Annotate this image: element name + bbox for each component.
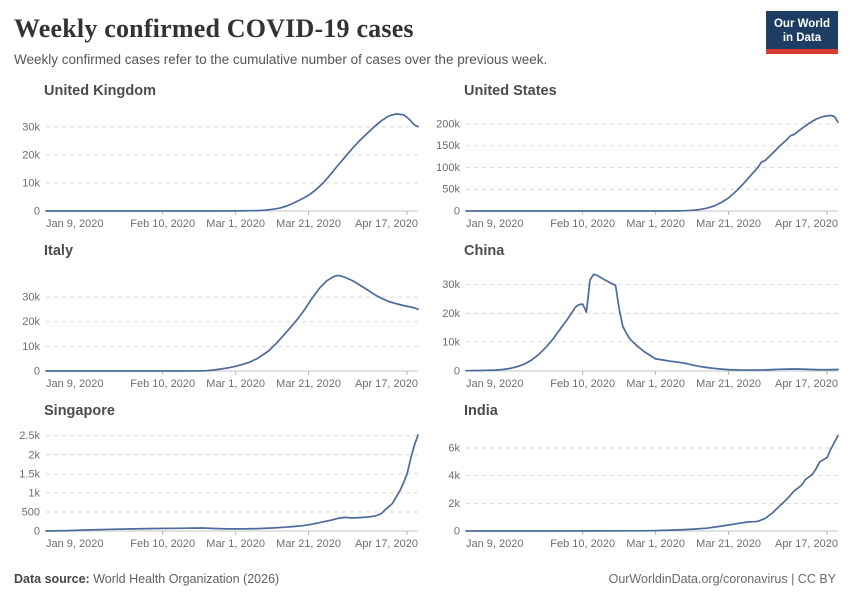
chart-panel-singapore: Singapore 0 500 1k 1.5k 2k 2.5k Jan 9, 2020 Feb… <box>14 400 420 560</box>
y-tick-label: 150k <box>436 140 460 152</box>
y-tick-label: 200k <box>436 118 460 130</box>
chart-canvas: 0 500 1k 1.5k 2k 2.5k Jan 9, 2020 Feb 10, 2020 M… <box>19 430 419 550</box>
data-line[interactable] <box>465 114 839 212</box>
x-tick-label: Jan 9, 2020 <box>46 218 104 230</box>
y-tick-label: 0 <box>454 206 460 218</box>
chart-panel-united-kingdom: United Kingdom 0 10k 20k 30k Jan 9, 2020 Feb … <box>14 80 420 240</box>
x-tick-label: Apr 17, 2020 <box>355 538 418 550</box>
y-tick-label: 0 <box>454 526 460 538</box>
x-tick-label: Jan 9, 2020 <box>46 378 104 390</box>
chart-panel-china: China 0 10k 20k 30k Jan 9, 2020 Feb 10, 2020 M… <box>434 240 840 400</box>
y-tick-label: 20k <box>22 316 40 328</box>
data-source-note: Data source: World Health Organization (… <box>14 571 279 587</box>
y-tick-label: 10k <box>22 177 40 189</box>
y-tick-label: 20k <box>442 308 460 320</box>
header: Weekly confirmed COVID-19 cases Weekly c… <box>0 0 850 68</box>
y-tick-label: 50k <box>442 184 460 196</box>
x-tick-label: Mar 1, 2020 <box>206 378 265 390</box>
x-tick-label: Feb 10, 2020 <box>550 538 615 550</box>
x-tick-label: Feb 10, 2020 <box>550 378 615 390</box>
y-tick-label: 10k <box>22 341 40 353</box>
y-tick-label: 30k <box>22 121 40 133</box>
x-tick-label: Apr 17, 2020 <box>775 378 838 390</box>
y-tick-label: 2k <box>448 498 460 510</box>
x-tick-label: Feb 10, 2020 <box>130 538 195 550</box>
x-tick-label: Mar 21, 2020 <box>696 378 761 390</box>
data-line[interactable] <box>45 434 419 532</box>
x-tick-label: Apr 17, 2020 <box>775 538 838 550</box>
y-tick-label: 30k <box>22 292 40 304</box>
x-tick-label: Jan 9, 2020 <box>466 538 524 550</box>
chart-title: United States <box>464 83 557 99</box>
page-subtitle: Weekly confirmed cases refer to the cumu… <box>14 52 548 67</box>
x-tick-label: Feb 10, 2020 <box>130 378 195 390</box>
footer: Data source: World Health Organization (… <box>14 571 836 587</box>
y-tick-label: 10k <box>442 337 460 349</box>
chart-panel-india: India 0 2k 4k 6k Jan 9, 2020 Feb 10, 2020 Mar … <box>434 400 840 560</box>
y-tick-label: 2k <box>28 449 40 461</box>
y-tick-label: 100k <box>436 162 460 174</box>
x-tick-label: Jan 9, 2020 <box>466 218 524 230</box>
owid-logo[interactable]: Our World in Data <box>765 11 838 54</box>
x-tick-label: Apr 17, 2020 <box>355 218 418 230</box>
charts-grid: United Kingdom 0 10k 20k 30k Jan 9, 2020 Feb … <box>14 80 839 560</box>
x-tick-label: Feb 10, 2020 <box>550 218 615 230</box>
owid-logo-line1: Our World <box>773 18 830 30</box>
owid-logo-line2: in Data <box>782 32 822 44</box>
y-tick-label: 0 <box>34 526 40 538</box>
x-tick-label: Apr 17, 2020 <box>355 378 418 390</box>
chart-canvas: 0 50k 100k 150k 200k Jan 9, 2020 Feb 10, 2020 M… <box>436 114 839 230</box>
y-tick-label: 30k <box>442 279 460 291</box>
x-tick-label: Mar 21, 2020 <box>276 538 341 550</box>
x-tick-label: Mar 21, 2020 <box>696 218 761 230</box>
x-tick-label: Mar 1, 2020 <box>206 538 265 550</box>
footer-link[interactable]: OurWorldinData.org/coronavirus | CC BY <box>608 572 836 586</box>
chart-panel-united-states: United States 0 50k 100k 150k 200k Jan 9, 202… <box>434 80 840 240</box>
data-line[interactable] <box>465 273 839 372</box>
x-tick-label: Mar 1, 2020 <box>626 218 685 230</box>
y-tick-label: 0 <box>34 366 40 378</box>
y-tick-label: 4k <box>448 470 460 482</box>
x-tick-label: Feb 10, 2020 <box>130 218 195 230</box>
y-tick-label: 500 <box>22 506 40 518</box>
chart-canvas: 0 10k 20k 30k Jan 9, 2020 Feb 10, 2020 Mar 1, … <box>442 273 839 390</box>
data-line[interactable] <box>45 113 419 212</box>
chart-canvas: 0 10k 20k 30k Jan 9, 2020 Feb 10, 2020 Mar 1, … <box>22 113 419 230</box>
y-tick-label: 1k <box>28 487 40 499</box>
chart-canvas: 0 10k 20k 30k Jan 9, 2020 Feb 10, 2020 Mar 1, … <box>22 274 419 390</box>
y-tick-label: 6k <box>448 442 460 454</box>
chart-title: India <box>464 403 498 419</box>
y-tick-label: 0 <box>34 206 40 218</box>
y-tick-label: 2.5k <box>19 430 40 442</box>
data-line[interactable] <box>45 274 419 372</box>
y-tick-label: 20k <box>22 149 40 161</box>
x-tick-label: Mar 1, 2020 <box>206 218 265 230</box>
chart-canvas: 0 2k 4k 6k Jan 9, 2020 Feb 10, 2020 Mar 1, 202… <box>448 434 839 550</box>
chart-title: Italy <box>44 243 74 259</box>
x-tick-label: Mar 21, 2020 <box>276 218 341 230</box>
chart-panel-italy: Italy 0 10k 20k 30k Jan 9, 2020 Feb 10, 2020 M… <box>14 240 420 400</box>
x-tick-label: Mar 21, 2020 <box>276 378 341 390</box>
data-source-label: Data source: <box>14 572 90 586</box>
y-tick-label: 0 <box>454 366 460 378</box>
data-line[interactable] <box>465 434 839 532</box>
x-tick-label: Apr 17, 2020 <box>775 218 838 230</box>
x-tick-label: Mar 21, 2020 <box>696 538 761 550</box>
x-tick-label: Jan 9, 2020 <box>46 538 104 550</box>
x-tick-label: Jan 9, 2020 <box>466 378 524 390</box>
y-tick-label: 1.5k <box>19 468 40 480</box>
page-title: Weekly confirmed COVID-19 cases <box>14 14 414 43</box>
x-tick-label: Mar 1, 2020 <box>626 538 685 550</box>
x-tick-label: Mar 1, 2020 <box>626 378 685 390</box>
chart-title: Singapore <box>44 403 115 419</box>
chart-title: United Kingdom <box>44 83 156 99</box>
data-source-value: World Health Organization (2026) <box>89 572 280 586</box>
chart-title: China <box>464 243 505 259</box>
